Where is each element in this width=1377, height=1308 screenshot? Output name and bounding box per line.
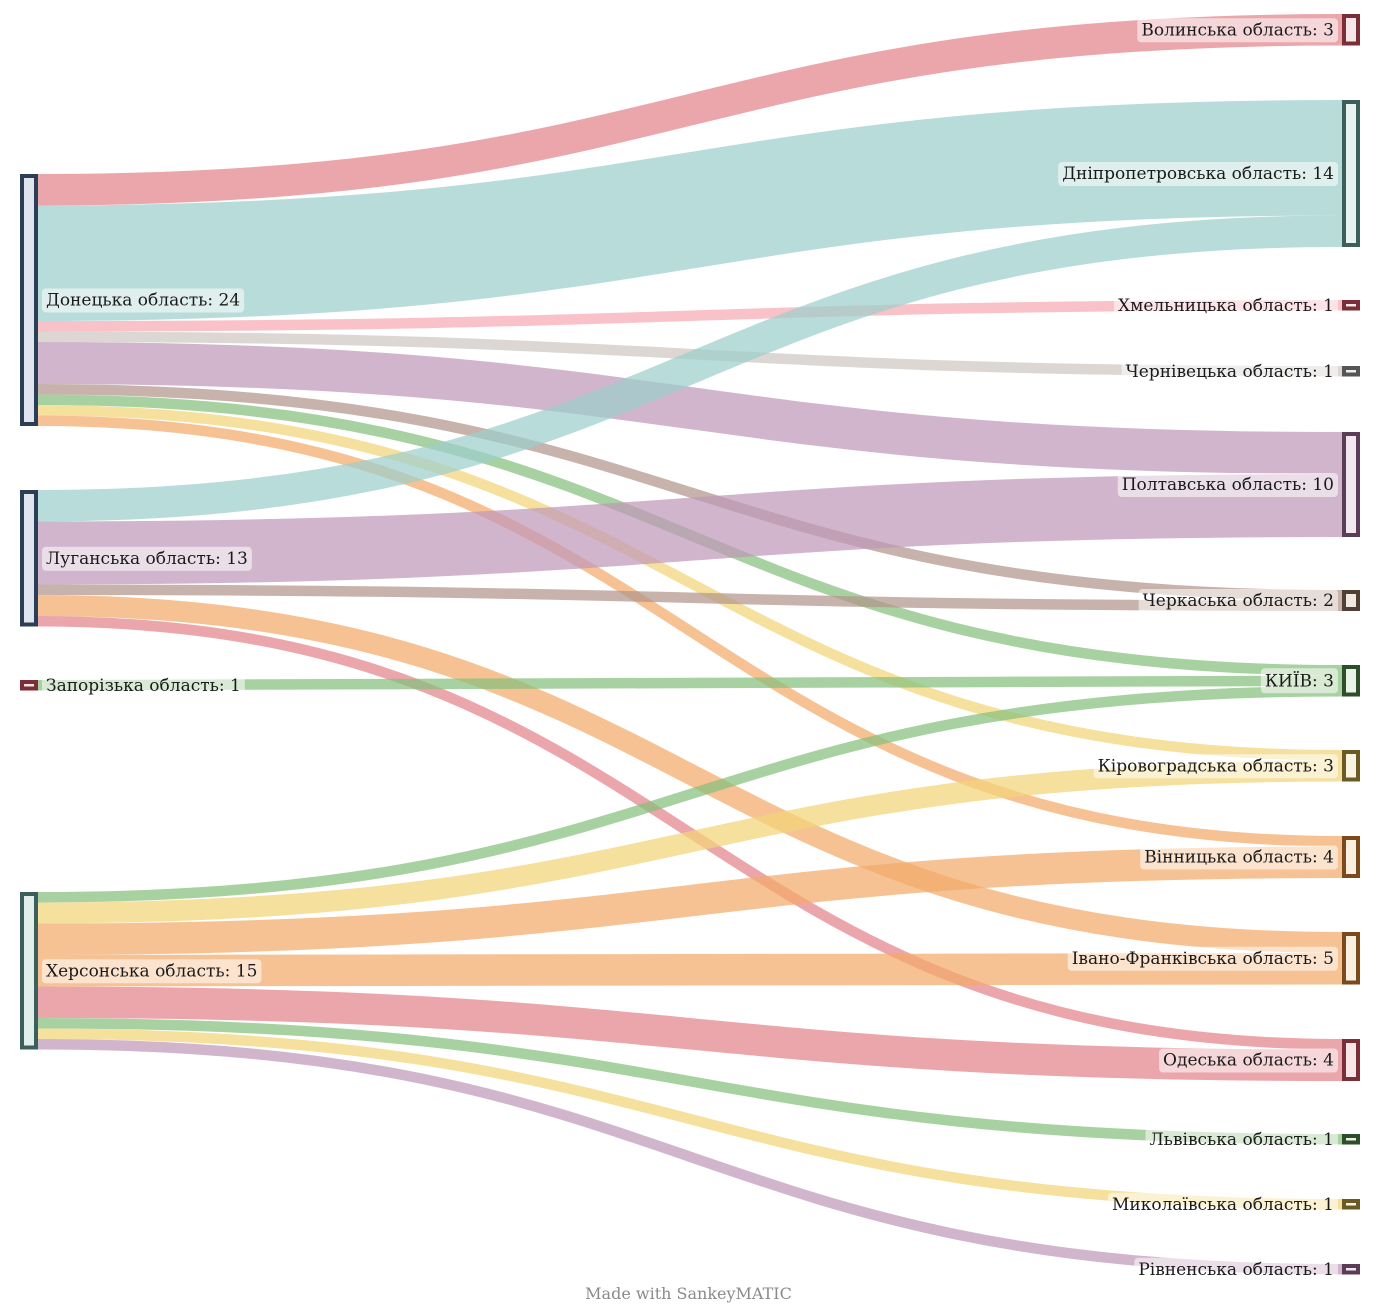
node-khmelnytskyi[interactable] (1342, 300, 1360, 311)
link-luhansk-ivano[interactable] (37, 595, 1343, 953)
node-poltava[interactable] (1342, 432, 1360, 537)
link-donetsk-cherkasy[interactable] (37, 384, 1343, 601)
link-luhansk-cherkasy[interactable] (37, 584, 1343, 611)
node-lviv[interactable] (1342, 1134, 1360, 1145)
node-volyn[interactable] (1342, 14, 1360, 46)
node-cherkasy[interactable] (1342, 590, 1360, 611)
node-dnipro[interactable] (1342, 100, 1360, 247)
node-label-bg-dnipro (1058, 162, 1338, 186)
link-kherson-kirovohrad[interactable] (37, 760, 1343, 924)
node-zaporizhzhia[interactable] (20, 680, 38, 691)
node-label-bg-odesa (1159, 1048, 1338, 1073)
link-kherson-rivne[interactable] (37, 1039, 1343, 1275)
node-kherson[interactable] (20, 892, 38, 1050)
node-mykolaiv[interactable] (1342, 1199, 1360, 1210)
node-label-bg-cherkasy (1138, 589, 1338, 613)
node-kyiv[interactable] (1342, 665, 1360, 697)
node-label-bg-khmelnytskyi (1114, 293, 1338, 318)
node-label-lviv: Львівська область: 1 (1150, 1130, 1335, 1150)
link-kherson-kyiv[interactable] (37, 686, 1343, 903)
link-luhansk-poltava[interactable] (37, 474, 1343, 585)
node-label-bg-mykolaiv (1107, 1192, 1338, 1217)
nodes-layer (20, 14, 1360, 1275)
node-label-donetsk: Донецька область: 24 (46, 291, 240, 311)
node-ivano[interactable] (1342, 932, 1360, 985)
node-label-dnipro: Дніпропетровська область: 14 (1062, 164, 1334, 184)
node-label-bg-kherson (42, 959, 262, 984)
labels-layer: Донецька область: 24 Луганська область: 1… (42, 18, 1338, 1282)
node-luhansk[interactable] (20, 490, 38, 627)
node-label-bg-volyn (1137, 18, 1338, 43)
node-label-bg-chernivtsi (1121, 359, 1338, 384)
link-kherson-odesa[interactable] (37, 986, 1343, 1081)
link-donetsk-volyn[interactable] (37, 14, 1343, 206)
node-kirovohrad[interactable] (1342, 750, 1360, 782)
node-label-bg-zaporizhzhia (42, 673, 245, 698)
link-donetsk-poltava[interactable] (37, 342, 1343, 474)
link-donetsk-vinnytsia[interactable] (37, 415, 1343, 847)
node-chernivtsi[interactable] (1342, 366, 1360, 377)
link-zaporizhzhia-kyiv[interactable] (37, 675, 1343, 691)
footer-credit: Made with SankeyMATIC (585, 1284, 792, 1303)
node-label-ivano: Івано-Франківська область: 5 (1072, 949, 1334, 969)
node-label-mykolaiv: Миколаївська область: 1 (1112, 1195, 1334, 1215)
node-label-bg-kirovohrad (1093, 754, 1338, 779)
node-label-kyiv: КИЇВ: 3 (1265, 670, 1334, 691)
node-label-zaporizhzhia: Запорізька область: 1 (46, 676, 241, 696)
node-label-rivne: Рівненська область: 1 (1138, 1260, 1334, 1280)
node-label-kherson: Херсонська область: 15 (46, 961, 257, 981)
node-label-bg-donetsk (42, 288, 245, 313)
node-label-cherkasy: Черкаська область: 2 (1143, 591, 1334, 611)
node-rivne[interactable] (1342, 1264, 1360, 1275)
link-donetsk-kirovohrad[interactable] (37, 405, 1343, 761)
node-label-bg-poltava (1117, 473, 1338, 497)
node-label-chernivtsi: Чернівецька область: 1 (1126, 362, 1334, 382)
link-luhansk-dnipro[interactable] (37, 215, 1343, 522)
node-label-bg-rivne (1134, 1257, 1338, 1282)
node-vinnytsia[interactable] (1342, 836, 1360, 878)
node-label-luhansk: Луганська область: 13 (46, 549, 248, 569)
node-odesa[interactable] (1342, 1039, 1360, 1081)
link-donetsk-khmelnytskyi[interactable] (37, 300, 1343, 332)
node-label-bg-lviv (1145, 1127, 1338, 1152)
links-layer (37, 14, 1343, 1275)
node-label-bg-luhansk (42, 546, 252, 571)
node-label-khmelnytskyi: Хмельницька область: 1 (1118, 296, 1334, 316)
node-label-kirovohrad: Кіровоградська область: 3 (1098, 756, 1334, 776)
node-label-bg-kyiv (1260, 668, 1338, 694)
node-label-odesa: Одеська область: 4 (1163, 1051, 1334, 1071)
link-kherson-vinnytsia[interactable] (37, 846, 1343, 955)
node-label-volyn: Волинська область: 3 (1141, 20, 1334, 40)
node-donetsk[interactable] (20, 174, 38, 426)
link-kherson-mykolaiv[interactable] (37, 1028, 1343, 1210)
node-label-poltava: Полтавська область: 10 (1122, 475, 1334, 495)
node-label-bg-ivano (1067, 946, 1338, 971)
node-label-bg-vinnytsia (1140, 845, 1338, 870)
link-kherson-lviv[interactable] (37, 1018, 1343, 1145)
node-label-vinnytsia: Вінницька область: 4 (1144, 848, 1334, 868)
